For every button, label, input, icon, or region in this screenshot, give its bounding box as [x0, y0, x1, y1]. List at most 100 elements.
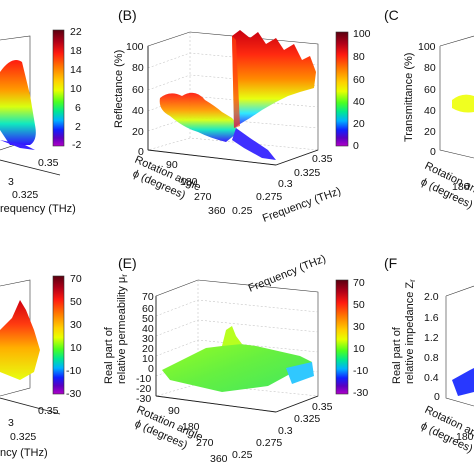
z-tick: 100	[418, 41, 436, 53]
x-tick: 0.275	[256, 437, 282, 449]
z-tick: 20	[142, 343, 154, 355]
colorbar-tick: 30	[353, 321, 365, 333]
x-tick: 0.325	[294, 413, 320, 425]
colorbar-tick: 14	[70, 64, 82, 76]
panel-b-gridlines	[147, 52, 319, 132]
z-tick: 0	[148, 363, 154, 375]
colorbar-tick: -10	[353, 365, 368, 377]
panel-f-surface	[452, 368, 474, 396]
z-tick: 50	[142, 313, 154, 325]
panel-e-surface-dip	[286, 362, 314, 384]
colorbar-tick: 60	[353, 74, 365, 86]
colorbar-tick: 6	[75, 102, 81, 114]
panel-e-freq-axis	[275, 395, 319, 413]
y-tick: 180	[182, 421, 200, 433]
panel-a-colorbar-ticks: 22 18 14 10 6 2 -2	[70, 26, 82, 151]
z-tick: 100	[126, 41, 144, 53]
panel-d-x-axis	[0, 397, 61, 415]
x-tick: 0.25	[232, 205, 253, 217]
y-tick: 360	[208, 205, 226, 217]
panel-b-backgrid	[147, 32, 319, 151]
x-tick: 0.25	[232, 449, 253, 461]
z-tick: 60	[142, 303, 154, 315]
x-tick: 0.275	[256, 191, 282, 203]
panel-a-xtick: 3	[8, 176, 14, 188]
colorbar-tick: 30	[70, 319, 82, 331]
panel-b-colorbar	[335, 31, 349, 147]
panel-d-xtick: 0.325	[10, 431, 36, 443]
panel-e-colorbar	[335, 279, 349, 395]
panel-b-x-ticks: 0.25 0.275 0.3 0.325 0.35	[232, 153, 333, 217]
panel-c-box	[439, 35, 474, 159]
y-tick: 180	[456, 431, 474, 443]
panel-e-y-ticks: 90 180 270 360	[168, 405, 228, 465]
colorbar-tick: 2	[75, 121, 81, 133]
panel-a-xlabel: requency (THz)	[0, 203, 76, 215]
panel-d-surface	[0, 300, 40, 380]
colorbar-tick: 100	[353, 28, 371, 40]
panel-f-z-ticks: 2.0 1.6 1.2 0.8 0.4 0	[424, 291, 440, 403]
panel-a-colorbar	[52, 29, 65, 147]
colorbar-tick: -2	[72, 139, 81, 151]
panel-b-surface-edge	[232, 36, 240, 128]
panel-a-x-axis	[0, 159, 61, 176]
z-tick: 80	[132, 62, 144, 74]
colorbar-tick: 18	[70, 45, 82, 57]
panel-d-xlabel: ncy (THz)	[0, 447, 48, 459]
colorbar-tick: 50	[70, 296, 82, 308]
z-tick: -30	[136, 393, 151, 405]
y-tick: 360	[210, 453, 228, 465]
colorbar-tick: -10	[66, 365, 81, 377]
panel-f-zlabel: Real part of	[391, 326, 403, 384]
panel-b-y-ticks: 90 180 270 360	[166, 159, 226, 217]
z-tick: 80	[424, 62, 436, 74]
panel-f-box	[445, 285, 474, 407]
x-tick: 0.35	[312, 401, 333, 413]
y-tick: 180	[452, 181, 470, 193]
zlabel-text: relative permeability μ	[116, 277, 128, 384]
y-tick: 180	[180, 176, 198, 188]
panel-e: (E) 70 60 50 40 30 20 10 0 -10 -20 -30 R…	[103, 253, 368, 465]
panel-a-xtick: 0.35	[38, 157, 59, 169]
panel-a: 3 0.325 0.35 requency (THz) 22 18 14 10 …	[0, 26, 82, 215]
z-tick: 40	[132, 105, 144, 117]
x-tick: 0.325	[294, 167, 320, 179]
panel-e-label: (E)	[118, 255, 137, 271]
y-tick: 90	[166, 159, 178, 171]
panel-a-surface-low	[0, 140, 35, 150]
panel-d-colorbar-ticks: 70 50 30 10 -10 -30	[66, 273, 82, 400]
colorbar-tick: 0	[353, 140, 359, 152]
panel-b-front-axis	[147, 149, 277, 166]
z-tick: 60	[424, 84, 436, 96]
colorbar-tick: 80	[353, 51, 365, 63]
z-tick: 0.8	[424, 352, 439, 364]
panel-f-label: (F	[384, 255, 397, 271]
z-tick: 2.0	[424, 291, 439, 303]
zlabel-subscript: r	[408, 279, 417, 282]
panel-e-surface	[162, 338, 312, 392]
x-tick: 0.3	[278, 178, 293, 190]
colorbar-tick: 20	[353, 118, 365, 130]
panel-b-zlabel: Reflectance (%)	[113, 50, 125, 128]
colorbar-tick: 10	[353, 343, 365, 355]
z-tick: -20	[136, 383, 151, 395]
panel-e-front-axis	[155, 395, 277, 413]
panel-b-surface-dip	[232, 128, 276, 160]
z-tick: 0	[430, 146, 436, 158]
y-tick: 270	[194, 191, 212, 203]
z-tick: 40	[424, 105, 436, 117]
panel-e-x-ticks: 0.25 0.275 0.3 0.325 0.35	[232, 401, 333, 461]
panel-f-zlabel-line2: relative impedance Zr	[404, 279, 417, 384]
panel-c: (C 100 80 60 40 20 0 Transmittance (%) 1…	[384, 7, 474, 211]
z-tick: 20	[132, 126, 144, 138]
panel-e-z-ticks: 70 60 50 40 30 20 10 0 -10 -20 -30	[136, 291, 154, 405]
z-tick: 70	[142, 291, 154, 303]
panel-d-xtick: 3	[8, 417, 14, 429]
z-tick: 20	[424, 126, 436, 138]
panel-e-xlabel: Frequency (THz)	[247, 253, 328, 295]
colorbar-tick: 40	[353, 96, 365, 108]
colorbar-tick: 22	[70, 26, 82, 38]
colorbar-tick: -30	[66, 388, 81, 400]
z-tick: 0	[434, 391, 440, 403]
colorbar-tick: 50	[353, 299, 365, 311]
